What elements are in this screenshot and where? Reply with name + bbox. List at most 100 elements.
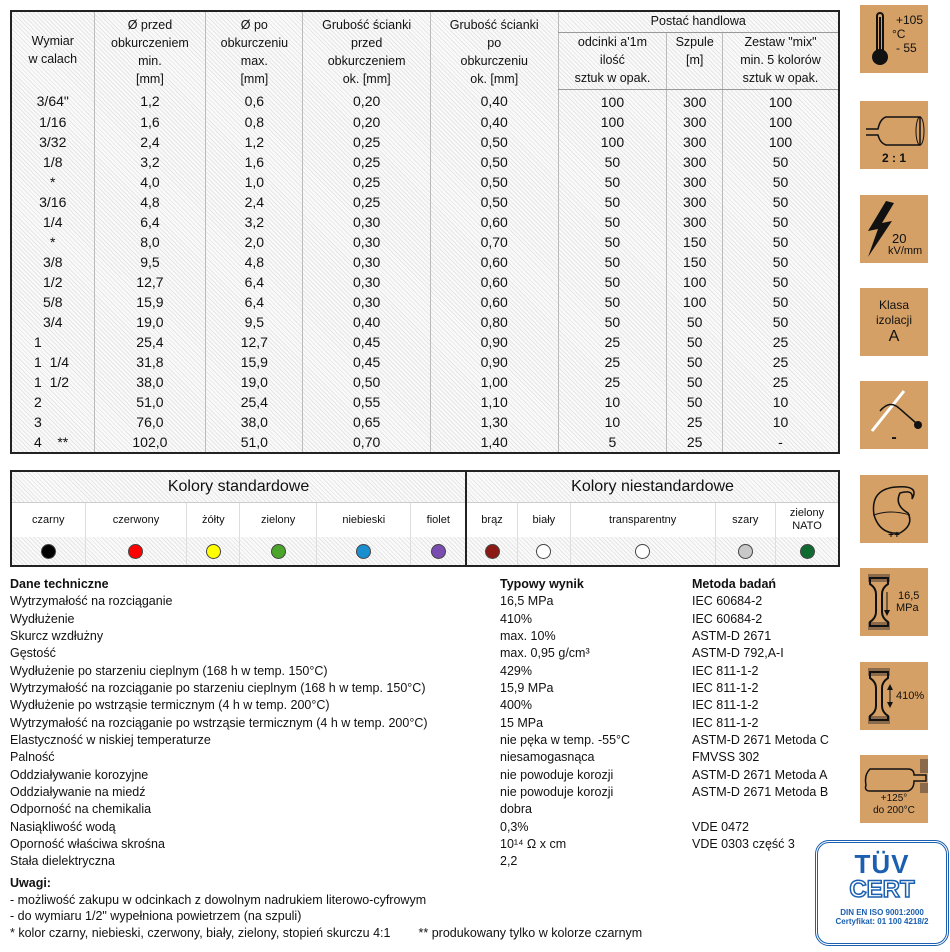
table-cell: 19,0	[205, 372, 303, 392]
method: IEC 811-1-2	[692, 698, 759, 713]
color-swatch-cell	[714, 537, 776, 566]
icon-caption: 20	[892, 231, 907, 246]
table-cell: 0,50	[429, 172, 559, 192]
result: nie powoduje korozji	[500, 784, 614, 799]
table-cell: 50	[666, 392, 723, 412]
color-label: szary	[714, 502, 776, 537]
table-cell: 15,9	[205, 352, 303, 372]
table-cell: 300	[666, 112, 723, 132]
property: Oddziaływanie na miedź	[10, 784, 146, 799]
result: 400%	[500, 698, 532, 713]
tech-row: Wydłużenie po wstrząsie termicznym (4 h …	[10, 697, 850, 714]
table-cell: 0,20	[302, 112, 431, 132]
color-label: czerwony	[84, 502, 187, 537]
result: 410%	[500, 611, 532, 626]
table-cell: 0,50	[302, 372, 431, 392]
table-cell: 9,5	[205, 312, 303, 332]
table-cell: 1,6	[205, 152, 303, 172]
color-dot	[799, 543, 815, 559]
result: 10¹⁴ Ω x cm	[500, 836, 567, 851]
technical-data: Dane techniczne Typowy wynik Metoda bada…	[10, 576, 850, 871]
property: Stała dielektryczna	[10, 854, 115, 869]
table-cell: 50	[722, 212, 839, 232]
table-cell: 25	[722, 332, 839, 352]
table-cell: 25	[722, 352, 839, 372]
property: Palność	[10, 750, 55, 765]
table-cell: 0,50	[429, 132, 559, 152]
table-cell: 0,30	[302, 212, 431, 232]
table-cell: *	[10, 172, 95, 192]
header-wall-after: Grubość ścianki po obkurczeniu ok. [mm]	[429, 11, 559, 90]
tech-header-method: Metoda badań	[692, 577, 777, 591]
table-cell: 0,30	[302, 292, 431, 312]
table-cell: 50	[722, 232, 839, 252]
table-cell: 5/8	[10, 292, 95, 312]
table-cell: 0,45	[302, 332, 431, 352]
table-cell: 5	[557, 432, 667, 453]
header-spools: Szpule [m]	[666, 32, 723, 90]
table-cell: 50	[557, 172, 667, 192]
table-row: 1 1/2 38,0 19,0 0,50 1,00 25 50 25	[10, 372, 839, 392]
table-cell: 50	[557, 152, 667, 172]
property: Wydłużenie	[10, 611, 75, 626]
table-cell: 1,6	[93, 112, 206, 132]
table-cell: 100	[666, 272, 723, 292]
header-pieces: odcinki a'1m ilość sztuk w opak.	[557, 32, 667, 90]
cert-standard: DIN EN ISO 9001:2000	[840, 908, 924, 917]
table-cell: 38,0	[205, 412, 303, 432]
method: ASTM-D 2671 Metoda C	[692, 732, 829, 747]
table-cell: 0,25	[302, 172, 431, 192]
table-row: 3/16 4,8 2,4 0,25 0,50 50 300 50	[10, 192, 839, 212]
table-cell: 1 1/4	[10, 352, 95, 372]
table-cell: 0,70	[302, 432, 431, 453]
table-cell: 50	[722, 272, 839, 292]
table-cell: 1,2	[93, 89, 206, 112]
icon-caption: kV/mm	[888, 245, 923, 257]
property: Wydłużenie po starzeniu cieplnym (168 h …	[10, 663, 328, 678]
property: Wytrzymałość na rozciąganie po starzeniu…	[10, 680, 426, 695]
tech-row: Wydłużenie po starzeniu cieplnym (168 h …	[10, 663, 850, 680]
table-cell: 300	[666, 152, 723, 172]
table-cell: -	[722, 432, 839, 453]
table-cell: 3/16	[10, 192, 95, 212]
table-cell: 100	[666, 292, 723, 312]
table-row: 1 1/4 31,8 15,9 0,45 0,90 25 50 25	[10, 352, 839, 372]
table-cell: 10	[722, 412, 839, 432]
tech-row: Wytrzymałość na rozciąganie 16,5 MPa IEC 6…	[10, 593, 850, 610]
color-swatch-cell	[516, 537, 571, 566]
color-swatch-cell	[410, 537, 467, 566]
tensile-icon: 16,5 MPa	[860, 568, 928, 636]
table-cell: 1,40	[429, 432, 559, 453]
standard-colors-title: Kolory standardowe	[11, 471, 467, 503]
table-row: 3/32 2,4 1,2 0,25 0,50 100 300 100	[10, 132, 839, 152]
table-cell: 6,4	[205, 272, 303, 292]
property: Wytrzymałość na rozciąganie	[10, 594, 173, 609]
header-trade-form: Postać handlowa	[557, 11, 839, 33]
property: Elastyczność w niskiej temperaturze	[10, 732, 211, 747]
table-cell: 3,2	[93, 152, 206, 172]
color-dot	[536, 543, 552, 559]
table-cell: 50	[666, 332, 723, 352]
tuv-logo-top: TÜV	[854, 849, 910, 879]
table-cell: 3/64"	[10, 89, 95, 112]
tech-header: Dane techniczne Typowy wynik Metoda bada…	[10, 576, 850, 593]
icon-caption: 16,5	[898, 590, 920, 602]
color-dot	[737, 543, 753, 559]
tech-row: Odporność na chemikalia dobra	[10, 801, 850, 818]
method: IEC 60684-2	[692, 611, 763, 626]
table-cell: 0,25	[302, 132, 431, 152]
table-cell: 3/4	[10, 312, 95, 332]
table-cell: 10	[557, 392, 667, 412]
header-d-after: Ø po obkurczeniu max. [mm]	[205, 11, 303, 90]
property: Gęstość	[10, 646, 56, 661]
table-cell: 0,6	[205, 89, 303, 112]
colors-table: Kolory standardowe Kolory niestandardowe…	[10, 470, 840, 567]
table-cell: 300	[666, 192, 723, 212]
table-cell: 15,9	[93, 292, 206, 312]
table-cell: 1/4	[10, 212, 95, 232]
table-cell: 9,5	[93, 252, 206, 272]
table-cell: 0,60	[429, 212, 559, 232]
icon-caption: - 55	[896, 41, 917, 55]
color-swatch-cell	[84, 537, 187, 566]
table-row: 2 51,0 25,4 0,55 1,10 10 50 10	[10, 392, 839, 412]
